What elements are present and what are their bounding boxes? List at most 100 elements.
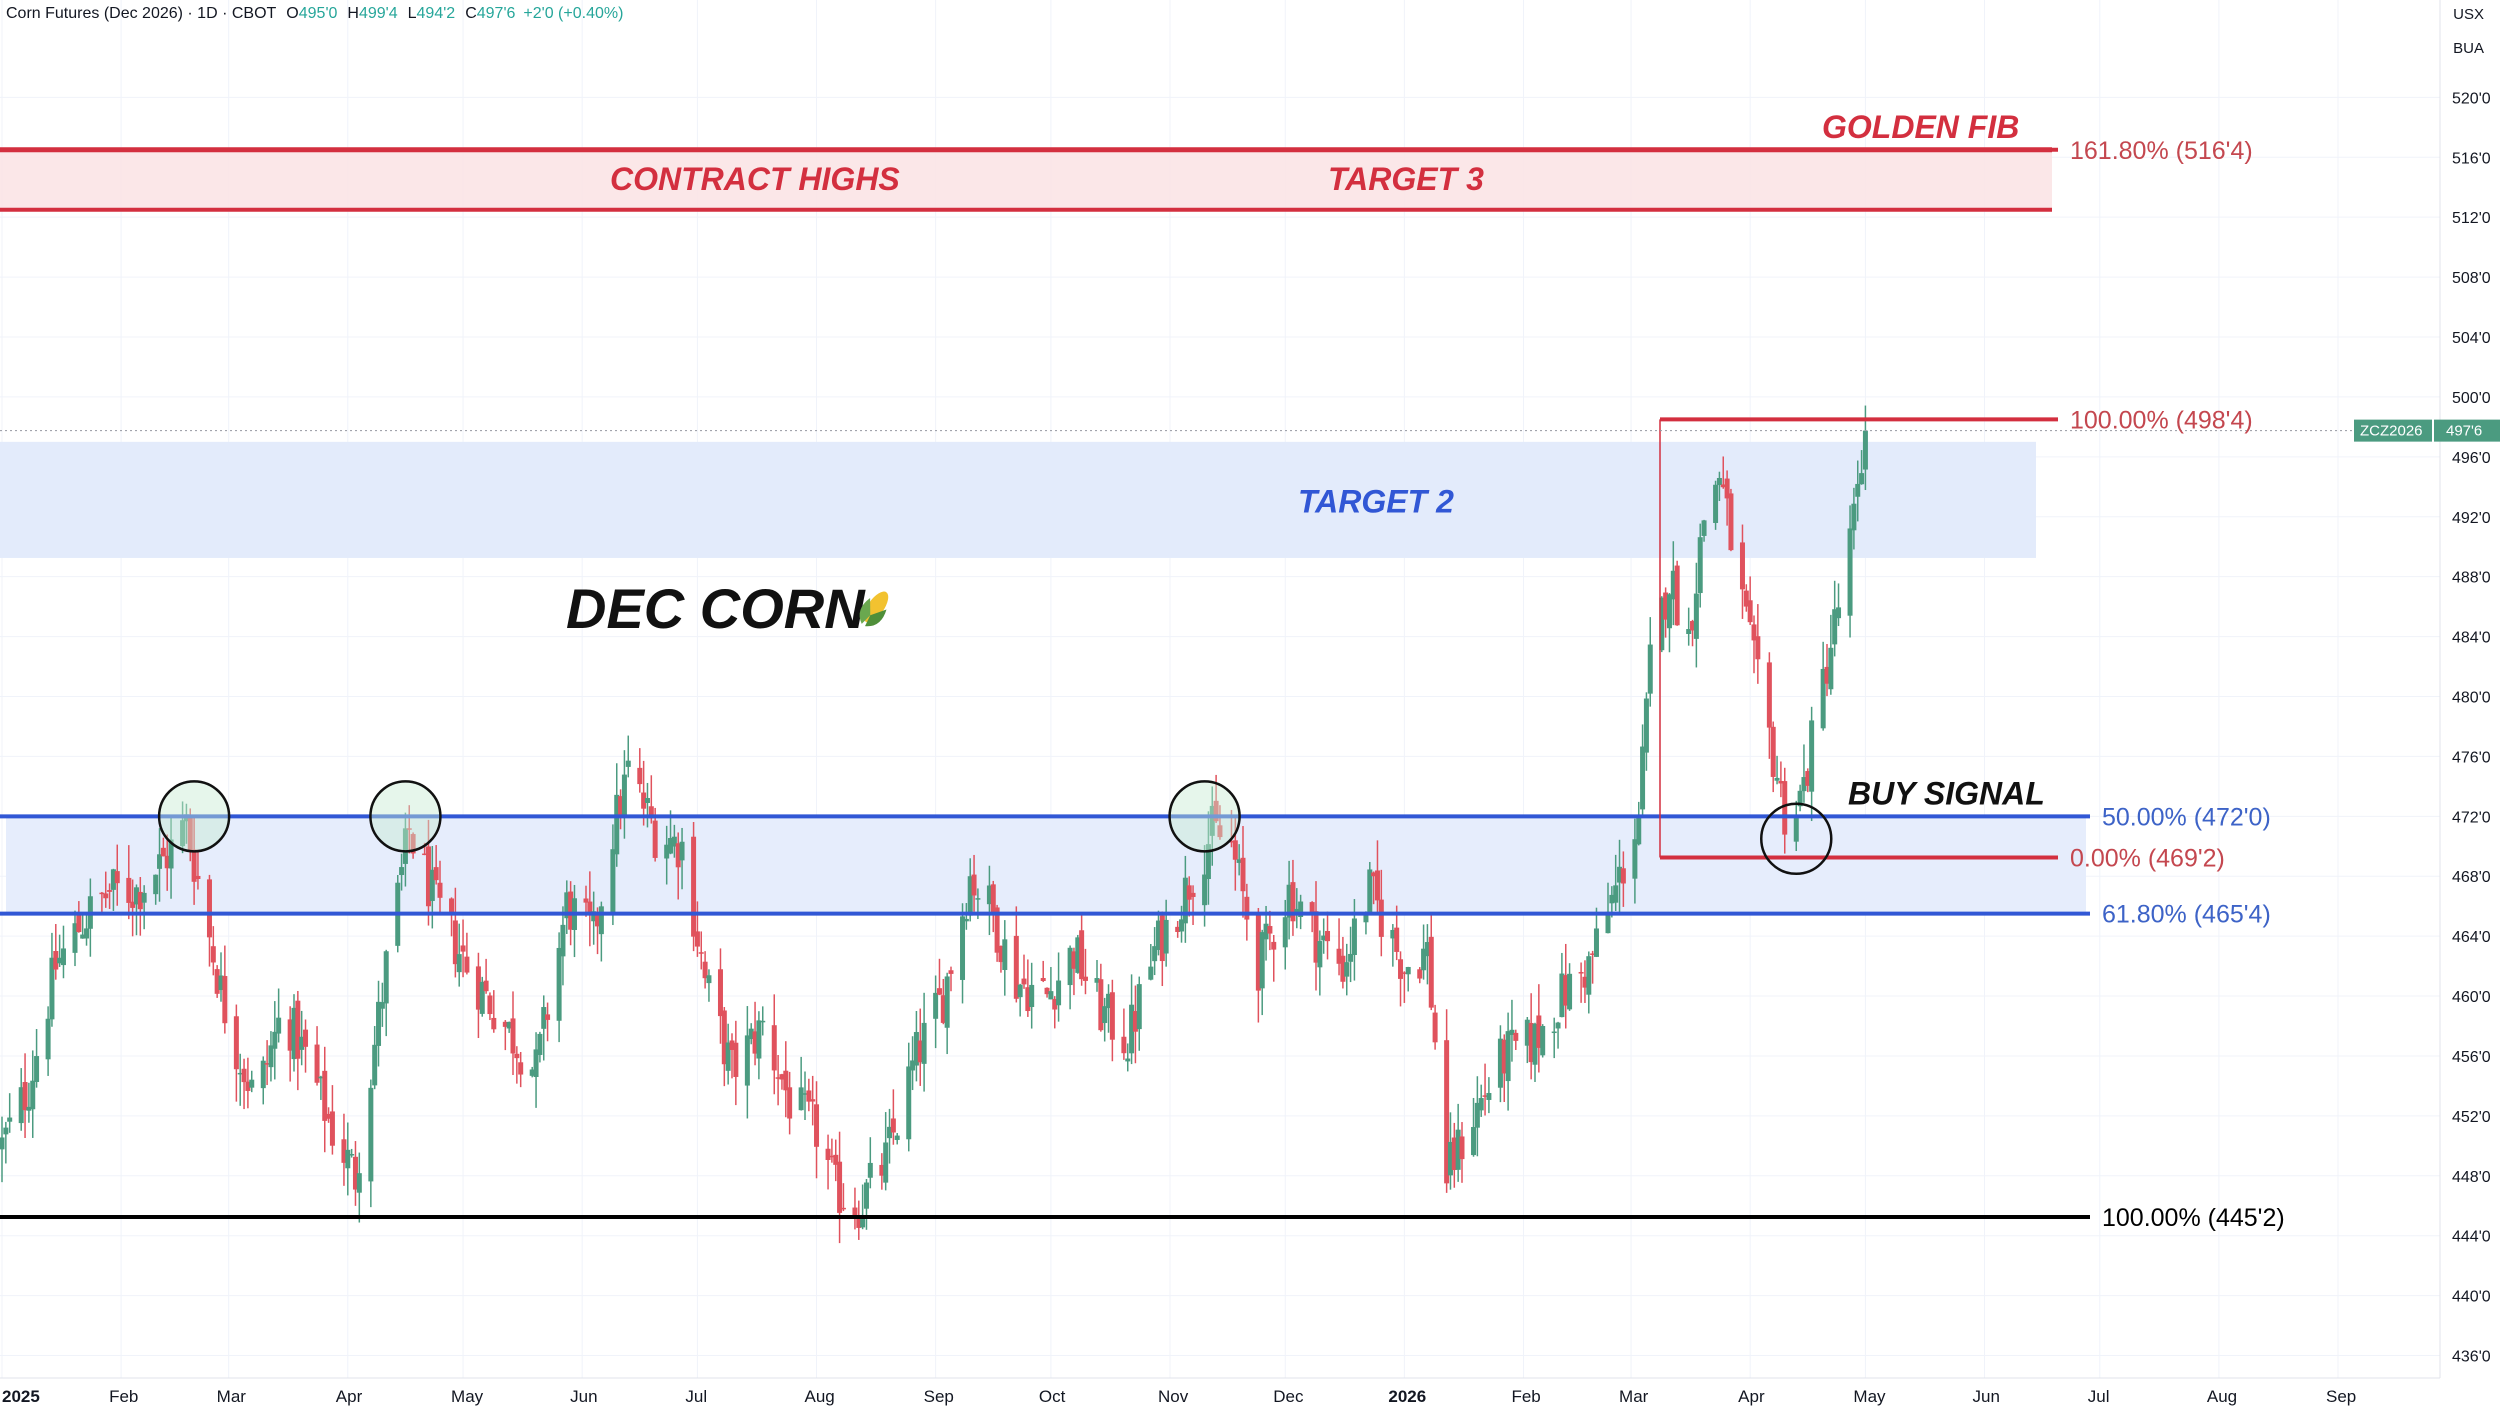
candle-body [625, 760, 631, 767]
candle-body [1209, 805, 1215, 836]
high-value: 499'4 [358, 5, 398, 22]
candle-body [1179, 919, 1185, 932]
candle-body [1801, 777, 1807, 792]
candle-body [644, 798, 650, 803]
fib-0-red-label: 0.00% (469'2) [2070, 845, 2225, 873]
candle-body [107, 890, 113, 892]
candle-body [1555, 1022, 1561, 1029]
candle-body [614, 794, 620, 855]
candle-body [917, 1040, 923, 1063]
candle-body [994, 907, 1000, 953]
candle-body [564, 892, 570, 919]
candle-body [1559, 973, 1565, 1018]
candle-body [971, 874, 977, 896]
unit-label[interactable]: BUA [2453, 40, 2484, 57]
candle-body [756, 1020, 762, 1059]
candle-body [1778, 780, 1784, 784]
candle-body [326, 1113, 332, 1119]
candle-body [890, 1118, 896, 1133]
candle-body [1271, 941, 1277, 950]
candle-body [1294, 908, 1300, 914]
candle-body [206, 879, 212, 938]
candle-body [1774, 777, 1780, 781]
candle-body [1401, 972, 1407, 974]
candle-body [1851, 503, 1857, 531]
candle-body [1605, 911, 1611, 934]
candle-body [1094, 978, 1100, 983]
candle-body [349, 1154, 355, 1156]
candle-body [1182, 877, 1188, 924]
target-2-label: TARGET 2 [1298, 483, 1454, 519]
candle-body [210, 946, 216, 963]
corn-icon [859, 591, 889, 627]
candle-body [49, 957, 55, 1020]
candle-body [641, 792, 647, 809]
candle-body [802, 1093, 808, 1095]
candle-body [679, 841, 685, 861]
y-tick-label: 444'0 [2452, 1229, 2491, 1246]
candle-body [318, 1076, 324, 1079]
candle-body [1186, 885, 1192, 900]
candle-body [233, 1016, 239, 1070]
candle-body [1513, 1032, 1519, 1041]
candle-body [779, 1074, 785, 1080]
candle-body [1859, 473, 1865, 485]
last-price-value: 497'6 [2446, 423, 2482, 440]
candle-body [618, 796, 624, 817]
candle-body [1582, 976, 1588, 988]
currency-label[interactable]: USX [2453, 6, 2484, 23]
x-tick-label: Aug [2207, 1387, 2237, 1406]
candle-body [664, 844, 670, 859]
candle-body [1132, 1011, 1138, 1032]
candle-body [1313, 911, 1319, 963]
candle-body [913, 1032, 919, 1066]
candle-body [1298, 901, 1304, 917]
candle-body [372, 1044, 378, 1086]
candle-body [1459, 1136, 1465, 1160]
candle-body [1536, 1015, 1542, 1048]
candle-body [825, 1148, 831, 1160]
candle-body [1286, 884, 1292, 918]
candle-body [1321, 935, 1327, 941]
candle-body [1102, 1006, 1108, 1024]
candle-body [76, 915, 82, 932]
candle-body [1075, 937, 1081, 973]
candle-body [1693, 593, 1699, 639]
candle-body [237, 1072, 243, 1075]
candle-body [863, 1182, 869, 1209]
candle-body [717, 969, 723, 1017]
candle-body [352, 1156, 358, 1190]
candle-body [1836, 607, 1842, 619]
low-label: L [407, 5, 417, 22]
y-tick-label: 440'0 [2452, 1289, 2491, 1306]
candle-body [541, 1007, 547, 1029]
candle-body [1593, 928, 1599, 957]
candle-body [402, 828, 408, 864]
candle-body [583, 898, 589, 903]
candle-body [368, 1087, 374, 1182]
candle-body [483, 980, 489, 992]
candle-body [887, 1126, 893, 1139]
candle-body [1567, 973, 1573, 1010]
candle-body [783, 1070, 789, 1091]
y-tick-label: 456'0 [2452, 1049, 2491, 1066]
candle-body [1398, 959, 1404, 979]
candle-body [187, 816, 193, 851]
candle-body [936, 988, 942, 995]
candle-body [1532, 1023, 1538, 1065]
candle-body [1336, 948, 1342, 964]
candle-body [1647, 644, 1653, 694]
candle-body [180, 820, 186, 847]
candle-body [1228, 841, 1234, 843]
candle-body [1317, 941, 1323, 968]
y-tick-label: 464'0 [2452, 929, 2491, 946]
y-tick-label: 512'0 [2452, 210, 2491, 227]
candle-body [1378, 899, 1384, 937]
candle-body [433, 867, 439, 881]
candle-body [437, 882, 443, 898]
candle-body [998, 945, 1004, 963]
candle-body [1540, 1025, 1546, 1056]
candle-body [422, 853, 428, 856]
candle-body [1563, 975, 1569, 1006]
